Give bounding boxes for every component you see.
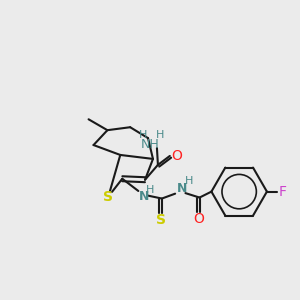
Text: H: H (146, 184, 154, 195)
Text: N: N (139, 190, 149, 203)
Text: H: H (139, 130, 147, 140)
Text: O: O (171, 149, 182, 163)
Text: S: S (103, 190, 113, 204)
Text: H: H (184, 176, 193, 186)
Text: H: H (156, 130, 164, 140)
Text: N: N (176, 182, 187, 195)
Text: NH: NH (141, 138, 159, 151)
Text: O: O (193, 212, 204, 226)
Text: F: F (279, 184, 287, 199)
Text: S: S (156, 213, 166, 227)
